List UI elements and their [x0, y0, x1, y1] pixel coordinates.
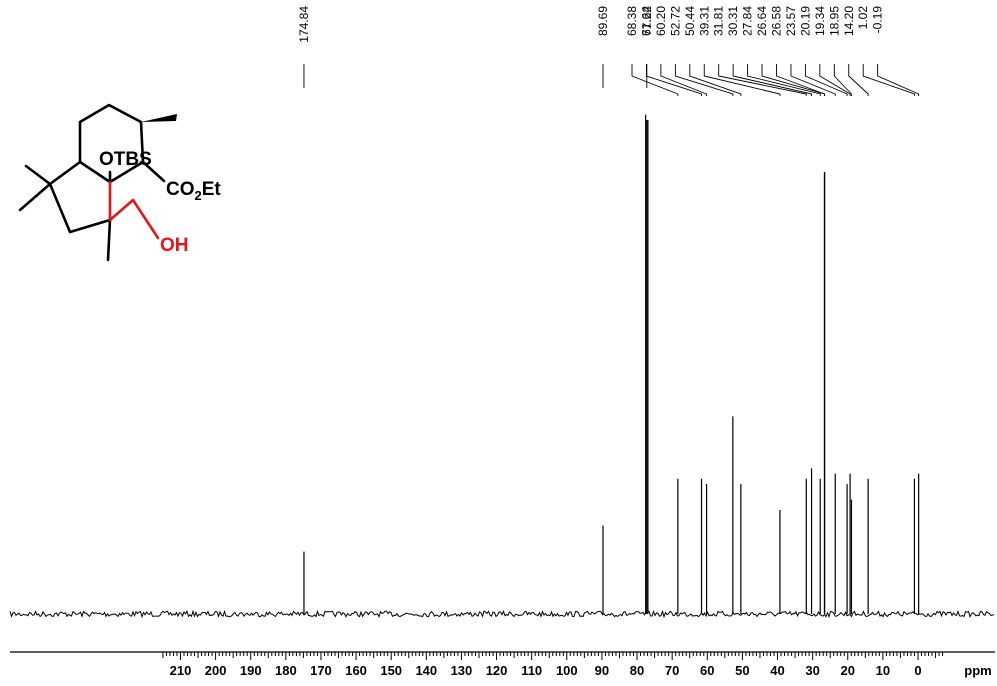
- peak-shift-label: 23.57: [784, 6, 798, 36]
- six-membered-ring: [78, 103, 145, 184]
- peak-shift-label: 18.95: [827, 6, 841, 36]
- peak-shift-label: 61.64: [639, 6, 653, 36]
- peak-shift-label: 60.20: [654, 6, 668, 36]
- peak-shift-label: 1.02: [856, 6, 870, 30]
- x-tick-label: 10: [876, 663, 890, 678]
- x-tick-label: 40: [770, 663, 784, 678]
- peak-shift-label: 50.44: [683, 6, 697, 36]
- label-connector: [877, 64, 920, 96]
- gem-dimethyl-bonds: [18, 164, 52, 212]
- label-connector: [862, 64, 915, 96]
- label-connector: [631, 64, 679, 96]
- peak-shift-label: 26.58: [770, 6, 784, 36]
- x-tick-label: 190: [240, 663, 262, 678]
- wedge-methyl-bond: [141, 114, 177, 122]
- label-connector: [646, 64, 702, 96]
- x-axis: 210 200 190 180 170 160 150 140 130 120 110 100 90 80…: [10, 651, 995, 678]
- otbs-label: OTBS: [99, 149, 152, 170]
- x-tick-label: 80: [630, 663, 644, 678]
- ester-co-label: CO: [166, 179, 195, 200]
- x-tick-label: 120: [486, 663, 508, 678]
- peak-shift-label: 39.31: [697, 6, 711, 36]
- peak-shift-label: 26.64: [755, 6, 769, 36]
- label-connector: [660, 64, 708, 96]
- peak-shift-label: 77.22: [640, 6, 654, 36]
- peak-shift-label: 27.84: [741, 6, 755, 36]
- hydroxymethyl-bonds: [108, 180, 160, 240]
- molecule-bonds: [18, 103, 166, 262]
- peak-shift-label: 89.69: [596, 6, 610, 36]
- hydroxyl-label: OH: [160, 235, 189, 256]
- x-tick-label: 70: [665, 663, 679, 678]
- molecule-structure: OTBS CO2Et OH: [18, 103, 221, 262]
- label-connector: [790, 64, 836, 96]
- peak-shift-label: 68.38: [625, 6, 639, 36]
- x-tick-label: 30: [805, 663, 819, 678]
- label-connector: [833, 64, 852, 96]
- label-connector: [747, 64, 821, 96]
- peak-shift-label: 52.72: [668, 6, 682, 36]
- baseline-noise: [9, 609, 995, 619]
- x-axis-unit-label: ppm: [964, 663, 991, 678]
- x-tick-label: 90: [595, 663, 609, 678]
- x-tick-label: 200: [205, 663, 227, 678]
- peak-shift-label: 30.31: [726, 6, 740, 36]
- x-tick-label: 170: [310, 663, 332, 678]
- x-tick-label: 60: [700, 663, 714, 678]
- x-tick-label: 130: [451, 663, 473, 678]
- x-tick-label: 140: [415, 663, 437, 678]
- x-tick-label: 50: [735, 663, 749, 678]
- x-tick-label: 160: [345, 663, 367, 678]
- peak-shift-label: 31.81: [712, 6, 726, 36]
- highlighted-bonds: [108, 180, 160, 240]
- x-tick-label: 100: [556, 663, 578, 678]
- label-connector: [804, 64, 848, 96]
- spectrum-peaks: [303, 114, 920, 614]
- ester-bond: [141, 160, 166, 183]
- methyl-bond: [106, 218, 112, 262]
- peak-shift-label: 19.34: [813, 6, 827, 36]
- x-tick-label: 180: [275, 663, 297, 678]
- five-membered-ring: [48, 160, 112, 234]
- x-tick-label: 0: [914, 663, 921, 678]
- label-connector: [776, 64, 826, 96]
- ester-subscript-label: 2: [195, 188, 202, 203]
- peak-label-connectors: [303, 64, 920, 96]
- ester-et-label: Et: [202, 179, 222, 200]
- label-connector: [689, 64, 742, 96]
- label-connector: [674, 64, 734, 96]
- ester-label: CO2Et: [166, 179, 221, 203]
- peak-shift-label: 174.84: [297, 6, 311, 43]
- label-connector: [732, 64, 813, 96]
- x-tick-label: 110: [521, 663, 542, 678]
- peak-shift-label: 20.19: [798, 6, 812, 36]
- label-connector: [848, 64, 869, 96]
- spectrum-baseline: [9, 609, 995, 619]
- x-tick-label: 150: [380, 663, 402, 678]
- peak-shift-label: -0.19: [871, 6, 885, 34]
- x-tick-label: 210: [170, 663, 192, 678]
- label-connector: [819, 64, 851, 96]
- peak-shift-label: 14.20: [842, 6, 856, 36]
- x-tick-label: 20: [841, 663, 855, 678]
- label-connector: [718, 64, 807, 96]
- label-connector: [703, 64, 781, 96]
